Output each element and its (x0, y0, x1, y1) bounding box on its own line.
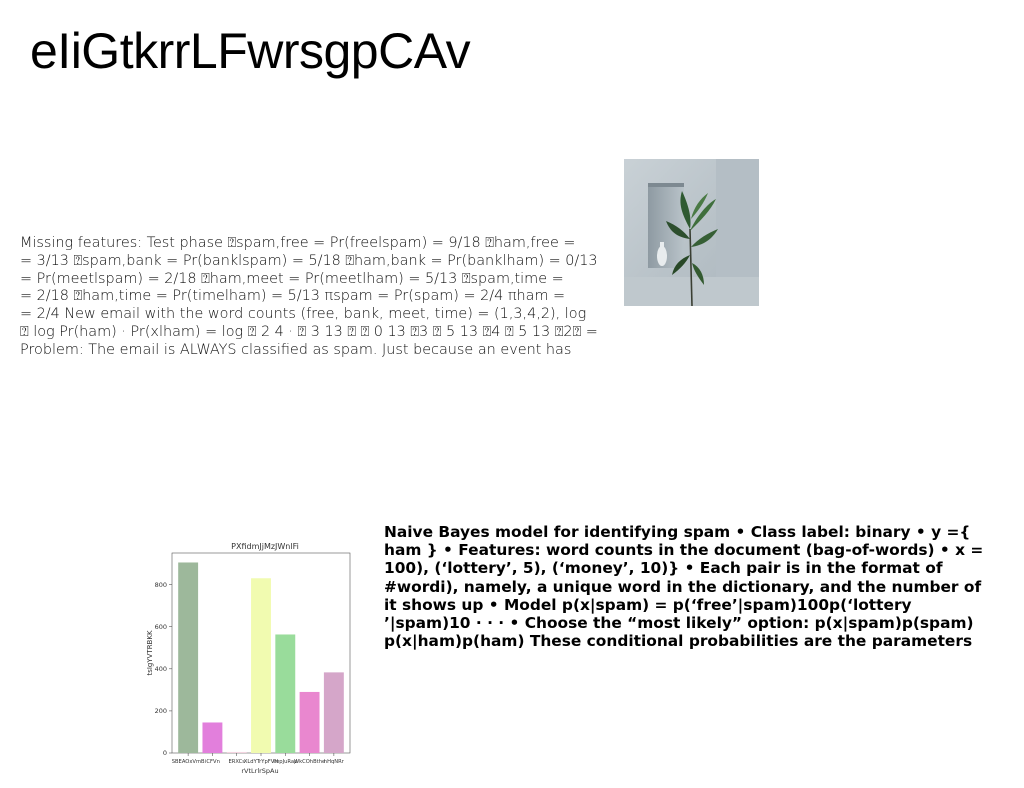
text-line: ⍰ log Pr(ham) · Pr(xlham) = log ⍰ 2 4 · … (20, 323, 598, 340)
chart-x-axis-label: rVtLrlrSpAu (241, 767, 278, 775)
text-line: Problem: The email is ALWAYS classified … (20, 341, 572, 358)
naive-bayes-paragraph: Naive Bayes model for identifying spam •… (384, 523, 1010, 650)
bar (202, 722, 223, 753)
missing-features-paragraph: Missing features: Test phase ⍰spam,free … (20, 235, 598, 360)
y-tick-label: 600 (155, 623, 167, 631)
x-tick-label: llepJuRap (273, 759, 298, 765)
y-tick-label: 0 (163, 749, 167, 757)
text-line: = 2/18 ⍰ham,time = Pr(timelham) = 5/13 π… (20, 288, 566, 305)
text-line: 100), (‘lottery’, 5), (‘money’, 10)} • E… (384, 559, 943, 578)
bar-chart-svg: PXfidmJjMzJWnlFi tsIgYVTRBKK rVtLrlrSpAu… (146, 542, 351, 775)
x-tick-label: XLdYTrYpFVH (244, 759, 278, 765)
y-tick-label: 800 (155, 581, 167, 589)
text-line: = 3/13 ⍰spam,bank = Pr(banklspam) = 5/18… (20, 252, 598, 269)
x-tick-label: hHqNRr (324, 759, 345, 765)
bar (178, 562, 199, 753)
x-tick-label: iCFVn (205, 759, 220, 765)
text-line: = 2/4 New email with the word counts (fr… (20, 306, 587, 323)
bar (275, 634, 296, 753)
text-line: = Pr(meetlspam) = 2/18 ⍰ham,meet = Pr(me… (20, 270, 564, 287)
plant-vase-photo (624, 159, 759, 306)
text-line: ham } • Features: word counts in the doc… (384, 541, 984, 560)
chart-title: PXfidmJjMzJWnlFi (231, 542, 299, 551)
text-line: p(x|ham)p(ham) These conditional probabi… (384, 632, 973, 651)
text-line: Missing features: Test phase ⍰spam,free … (20, 235, 576, 251)
x-tick-label: SBEAOxVmB (172, 759, 205, 765)
page-title: eIiGtkrrLFwrsgpCAv (30, 23, 471, 79)
bar (299, 691, 320, 753)
y-tick-label: 400 (155, 665, 167, 673)
bar (226, 751, 247, 753)
text-line: Naive Bayes model for identifying spam •… (384, 523, 971, 541)
chart-y-axis-label: tsIgYVTRBKK (146, 630, 154, 675)
text-line: ’|spam)10 · · · • Choose the “most likel… (384, 614, 974, 633)
y-tick-label: 200 (155, 707, 167, 715)
bar-chart: PXfidmJjMzJWnlFi tsIgYVTRBKK rVtLrlrSpAu… (140, 535, 360, 780)
text-line: #wordi), namely, a unique word in the di… (384, 577, 982, 596)
x-tick-label: WkCOhBthe (294, 759, 325, 765)
text-line: it shows up • Model p(x|spam) = p(‘free’… (384, 595, 912, 614)
bar (251, 578, 271, 753)
x-tick-label: ERXCs (229, 759, 246, 765)
bar (323, 672, 344, 753)
